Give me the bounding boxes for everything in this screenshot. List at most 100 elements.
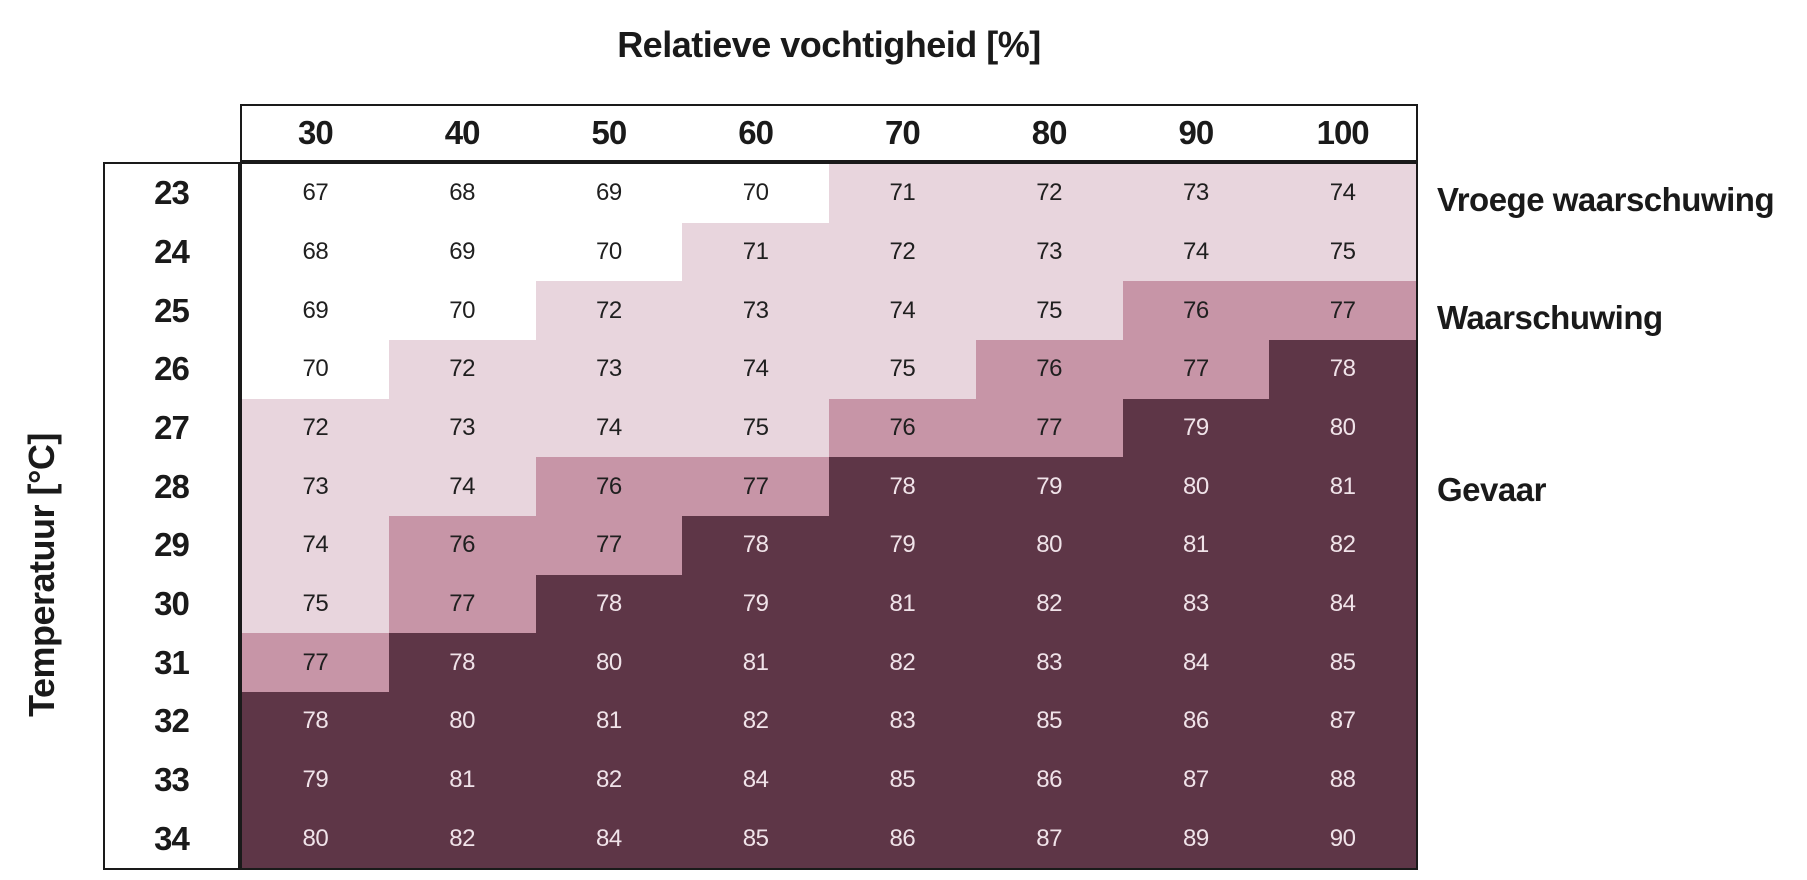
heatmap-cell: 82 (1269, 516, 1416, 575)
heatmap-cell: 85 (682, 809, 829, 868)
legend-label-gevaar: Gevaar (1437, 471, 1546, 508)
relative-humidity-axis-title: Relatieve vochtigheid [%] (617, 24, 1041, 65)
heatmap-body: 67 68 69 70 71 72 73 74 68 69 70 71 72 73 74 75 69 70 72 73… (240, 162, 1418, 870)
heatmap-cell: 78 (1269, 340, 1416, 399)
heatmap-cell: 84 (1269, 574, 1416, 634)
heatmap-cell: 90 (1269, 809, 1416, 868)
heatmap-cell: 80 (388, 692, 536, 751)
heatmap-cell: 85 (1269, 633, 1416, 692)
heatmap-cell: 80 (1122, 457, 1270, 516)
heatmap-cell: 74 (242, 516, 389, 575)
column-header-cell: 40 (444, 114, 481, 151)
heatmap-cell: 70 (388, 281, 536, 340)
heatmap-cell: 85 (975, 692, 1123, 751)
heatmap-cell: 74 (1269, 164, 1416, 223)
heatmap-cell: 70 (535, 222, 683, 282)
heatmap-cell: 73 (535, 340, 683, 399)
heatmap-cell: 72 (242, 398, 389, 458)
heatmap-cell: 77 (975, 398, 1123, 458)
heatmap-cell: 73 (1122, 164, 1270, 223)
heatmap-cell: 73 (682, 281, 829, 340)
heatmap-cell: 81 (829, 574, 976, 634)
heatmap-cell: 82 (388, 809, 536, 868)
heatmap-cell: 72 (388, 340, 536, 399)
heatmap-cell: 84 (535, 809, 683, 868)
heatmap-cell: 82 (682, 692, 829, 751)
heatmap-cell: 70 (682, 164, 829, 223)
heatmap-cell: 72 (829, 222, 976, 282)
heatmap-cell: 67 (242, 164, 389, 223)
heatmap-cell: 76 (388, 516, 536, 575)
heatmap-cell: 80 (975, 516, 1123, 575)
heatmap-cell: 76 (829, 398, 976, 458)
heatmap-cell: 88 (1269, 750, 1416, 810)
heatmap-cell: 77 (388, 574, 536, 634)
heatmap-cell: 76 (975, 340, 1123, 399)
heatmap-cell: 74 (682, 340, 829, 399)
row-header-cell: 34 (154, 819, 190, 857)
heatmap-cell: 68 (388, 164, 536, 223)
heatmap-cell: 75 (829, 340, 976, 399)
heatmap-cell: 80 (1269, 398, 1416, 458)
heatmap-cell: 72 (975, 164, 1123, 223)
heatmap-cell: 78 (535, 574, 683, 634)
heatmap-cell: 78 (829, 457, 976, 516)
heatmap-cell: 73 (388, 398, 536, 458)
heatmap-cell: 87 (975, 809, 1123, 868)
heatmap-cell: 71 (829, 164, 976, 223)
heatmap-cell: 79 (829, 516, 976, 575)
heatmap-cell: 81 (535, 692, 683, 751)
heatmap-cell: 75 (242, 574, 389, 634)
heatmap-cell: 79 (242, 750, 389, 810)
heatmap-cell: 85 (829, 750, 976, 810)
row-header-cell: 25 (154, 291, 190, 329)
heatmap-cell: 69 (388, 222, 536, 282)
heatmap-cell: 80 (535, 633, 683, 692)
column-header-cell: 90 (1178, 114, 1215, 151)
row-header-cell: 33 (154, 760, 190, 798)
row-header-cell: 28 (154, 467, 190, 505)
column-header-cell: 50 (591, 114, 628, 151)
row-header-cell: 23 (154, 174, 190, 212)
heatmap-cell: 86 (1122, 692, 1270, 751)
heatmap-cell: 86 (975, 750, 1123, 810)
temperature-axis-title: Temperatuur [°C] (21, 433, 62, 717)
heatmap-cell: 79 (975, 457, 1123, 516)
heatmap-cell: 75 (1269, 222, 1416, 282)
heatmap-cell: 83 (975, 633, 1123, 692)
heatmap-cell: 87 (1269, 692, 1416, 751)
row-header-cell: 31 (154, 643, 190, 681)
column-header-cell: 80 (1031, 114, 1068, 151)
heatmap-cell: 78 (682, 516, 829, 575)
row-header-cell: 24 (154, 232, 190, 270)
heatmap-cell: 71 (682, 222, 829, 282)
heatmap-cell: 82 (829, 633, 976, 692)
row-header-cell: 30 (154, 584, 190, 622)
row-header-column: 23 24 25 26 27 28 29 30 31 32 33 34 (103, 162, 240, 870)
heatmap-cell: 81 (682, 633, 829, 692)
heatmap-cell: 84 (1122, 633, 1270, 692)
heatmap-cell: 68 (242, 222, 389, 282)
heatmap-cell: 89 (1122, 809, 1270, 868)
column-header-row: 30 40 50 60 70 80 90 100 (240, 104, 1418, 162)
legend-label-vroege-waarschuwing: Vroege waarschuwing (1437, 181, 1775, 218)
row-header-cell: 32 (154, 702, 190, 740)
heatmap-cell: 77 (1269, 281, 1416, 340)
heatmap-cell: 77 (535, 516, 683, 575)
heatmap-cell: 76 (535, 457, 683, 516)
heatmap-cell: 73 (975, 222, 1123, 282)
heatmap-cell: 76 (1122, 281, 1270, 340)
heatmap-cell: 81 (1122, 516, 1270, 575)
heatmap-cell: 78 (242, 692, 389, 751)
heatmap-cell: 74 (535, 398, 683, 458)
heatmap-cell: 83 (1122, 574, 1270, 634)
heatmap-cell: 86 (829, 809, 976, 868)
heatmap-cell: 83 (829, 692, 976, 751)
heatmap-cell: 81 (1269, 457, 1416, 516)
column-header-cell: 100 (1316, 114, 1370, 151)
heatmap-cell: 72 (535, 281, 683, 340)
column-header-cell: 70 (885, 114, 921, 151)
row-header-cell: 29 (154, 526, 190, 564)
column-header-cell: 30 (298, 114, 334, 151)
